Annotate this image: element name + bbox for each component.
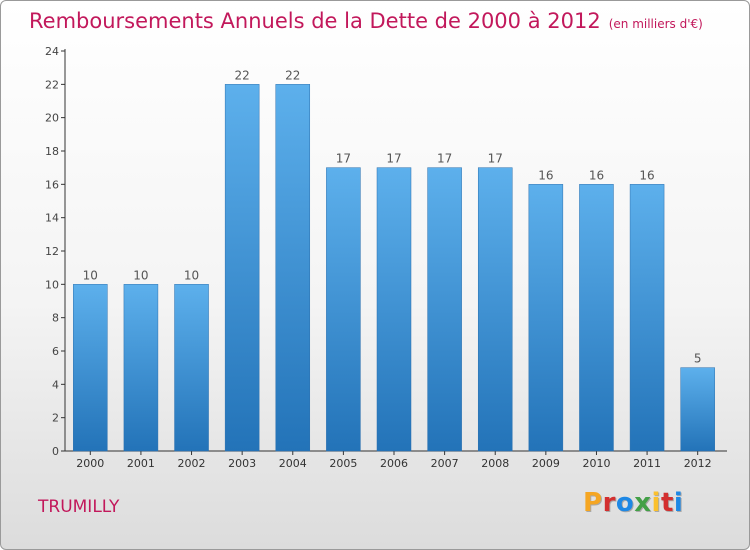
logo-letter: P [583,488,603,518]
y-tick-label: 0 [52,445,59,458]
bar-2000 [73,284,108,452]
bar-2007 [427,167,462,452]
bar-2005 [326,167,361,452]
logo-letter: x [634,488,652,518]
x-tick-label-2009: 2009 [532,457,560,470]
data-label-2008: 17 [488,152,503,166]
data-label-2007: 17 [437,152,452,166]
y-tick-label: 22 [45,78,59,91]
data-label-2000: 10 [83,268,98,282]
y-tick-label: 24 [45,45,59,58]
logo-letter: i [673,488,684,518]
data-label-2001: 10 [133,268,148,282]
logo-letter: r [602,488,616,518]
bar-2008 [477,167,513,452]
bar-2003 [224,84,260,452]
data-label-2010: 16 [589,168,604,182]
data-label-2005: 17 [336,152,351,166]
data-label-2004: 22 [285,68,300,82]
chart-title: Remboursements Annuels de la Dette de 20… [29,9,703,33]
data-label-2009: 16 [538,168,553,182]
y-tick-label: 18 [45,145,59,158]
chart-bars [73,84,715,452]
bar-2006 [376,167,412,452]
y-tick-label: 10 [45,278,59,291]
y-tick-label: 12 [45,245,59,258]
y-tick-label: 2 [52,412,59,425]
x-tick-label-2002: 2002 [178,457,206,470]
y-tick-label: 4 [52,378,59,391]
x-tick-label-2008: 2008 [481,457,509,470]
y-tick-label: 6 [52,345,59,358]
x-tick-label-2003: 2003 [228,457,256,470]
data-label-2006: 17 [386,152,401,166]
bar-2004 [275,84,311,452]
logo-letter: t [660,488,674,518]
x-tick-label-2001: 2001 [127,457,155,470]
data-label-2002: 10 [184,268,199,282]
x-tick-label-2005: 2005 [329,457,357,470]
y-tick-label: 20 [45,112,59,125]
proxiti-logo[interactable]: Proxiti [583,488,683,518]
y-tick-label: 8 [52,312,59,325]
chart-data-labels: 10 10 10 22 22 17 17 17 17 16 16 16 5 [83,68,702,365]
bar-2001 [123,284,159,452]
y-tick-label: 14 [45,212,59,225]
commune-name: TRUMILLY [38,497,120,517]
data-label-2011: 16 [639,168,654,182]
bar-2002 [174,284,209,452]
x-tick-label-2004: 2004 [279,457,307,470]
bar-2011 [629,184,665,452]
logo-letter: i [651,488,661,518]
bar-2009 [528,184,564,452]
data-label-2012: 5 [694,352,702,366]
logo-letter: o [615,488,635,518]
data-label-2003: 22 [235,68,250,82]
x-tick-label-2006: 2006 [380,457,408,470]
bar-2010 [579,184,614,452]
chart-subtitle: (en milliers d'€) [608,17,703,31]
x-tick-label-2007: 2007 [431,457,459,470]
chart-title-text: Remboursements Annuels de la Dette de 20… [29,9,601,33]
bar-2012 [680,367,715,452]
x-tick-label-2012: 2012 [684,457,712,470]
x-tick-label-2011: 2011 [633,457,661,470]
y-tick-label: 16 [45,178,59,191]
x-tick-label-2000: 2000 [76,457,104,470]
x-tick-label-2010: 2010 [582,457,610,470]
